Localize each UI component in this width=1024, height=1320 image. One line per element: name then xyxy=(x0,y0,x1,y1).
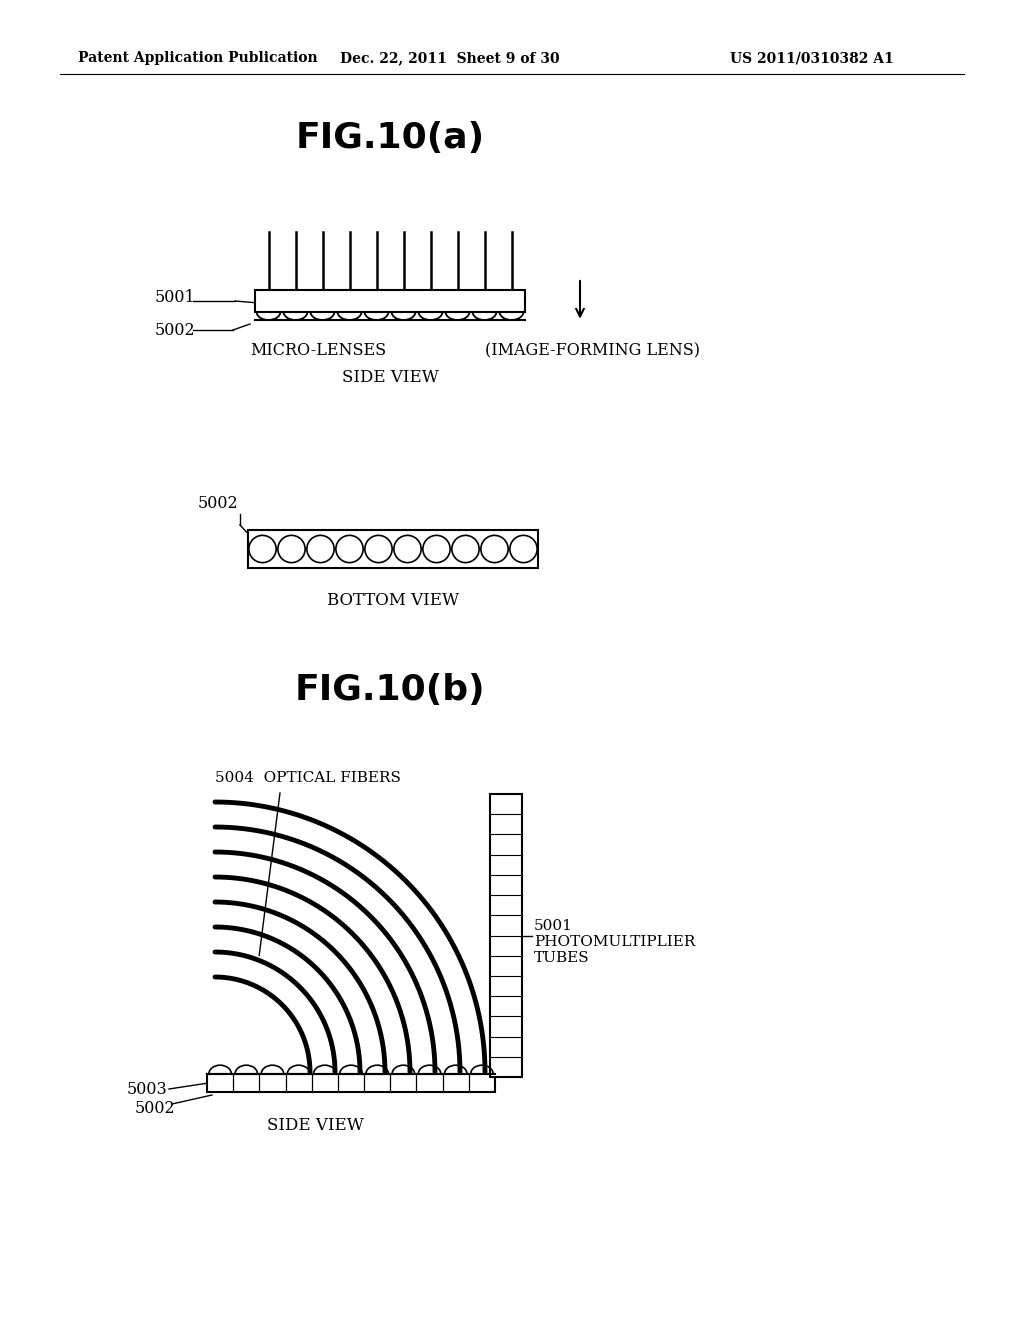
Text: 5004  OPTICAL FIBERS: 5004 OPTICAL FIBERS xyxy=(215,771,400,785)
Text: FIG.10(b): FIG.10(b) xyxy=(295,673,485,708)
Bar xyxy=(207,1074,495,1092)
Text: Patent Application Publication: Patent Application Publication xyxy=(78,51,317,65)
Text: SIDE VIEW: SIDE VIEW xyxy=(267,1117,364,1134)
Text: TUBES: TUBES xyxy=(534,952,590,965)
Text: SIDE VIEW: SIDE VIEW xyxy=(342,370,438,385)
Text: Dec. 22, 2011  Sheet 9 of 30: Dec. 22, 2011 Sheet 9 of 30 xyxy=(340,51,560,65)
Text: PHOTOMULTIPLIER: PHOTOMULTIPLIER xyxy=(534,936,695,949)
Text: 5001: 5001 xyxy=(155,289,196,306)
Text: 5001: 5001 xyxy=(534,920,572,933)
Text: BOTTOM VIEW: BOTTOM VIEW xyxy=(327,591,459,609)
Bar xyxy=(255,290,525,312)
Text: 5002: 5002 xyxy=(198,495,238,512)
Text: 5002: 5002 xyxy=(155,322,196,339)
Bar xyxy=(248,531,538,568)
Text: FIG.10(a): FIG.10(a) xyxy=(296,121,484,154)
Text: 5002: 5002 xyxy=(135,1100,176,1117)
Text: 5003: 5003 xyxy=(127,1081,168,1097)
Text: MICRO-LENSES: MICRO-LENSES xyxy=(250,342,386,359)
Text: (IMAGE-FORMING LENS): (IMAGE-FORMING LENS) xyxy=(485,342,700,359)
Bar xyxy=(490,795,522,1077)
Text: US 2011/0310382 A1: US 2011/0310382 A1 xyxy=(730,51,894,65)
